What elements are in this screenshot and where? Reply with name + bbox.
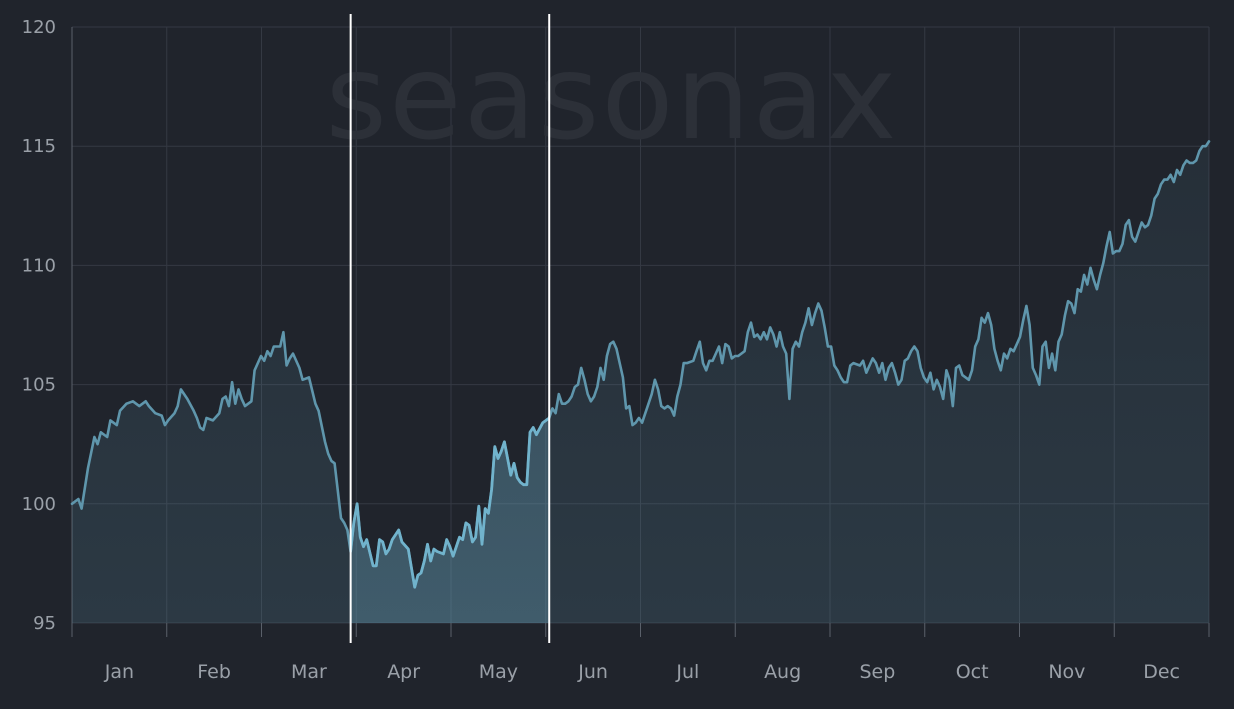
y-tick-label: 105	[22, 375, 56, 396]
x-tick-label-jun: Jun	[577, 661, 608, 683]
x-tick-label-apr: Apr	[387, 661, 420, 683]
y-tick-label: 95	[33, 613, 56, 634]
x-tick-label-feb: Feb	[197, 661, 231, 683]
line-layer	[70, 140, 1211, 589]
x-tick-label-sep: Sep	[859, 661, 895, 683]
y-tick-label: 100	[22, 494, 56, 515]
x-tick-label-nov: Nov	[1048, 661, 1085, 683]
x-tick-label-dec: Dec	[1143, 661, 1180, 683]
x-tick-label-jul: Jul	[675, 661, 699, 683]
series-area-highlight	[350, 417, 550, 623]
y-axis: 95 100 105 110 115 120	[22, 17, 56, 634]
marker-layer	[349, 14, 551, 643]
x-tick-label-mar: Mar	[291, 661, 327, 683]
watermark-logo: seasonax	[326, 28, 899, 166]
x-tick-label-may: May	[479, 661, 518, 683]
series-line	[70, 140, 1211, 589]
y-tick-label: 110	[22, 255, 56, 276]
x-axis: Jan Feb Mar Apr May Jun Jul Aug Sep Oct Nov Dec	[104, 661, 1180, 683]
series-area	[72, 141, 1209, 623]
area-layer	[72, 141, 1209, 623]
x-tick-label-jan: Jan	[104, 661, 134, 683]
y-tick-label: 115	[22, 136, 56, 157]
x-tick-label-aug: Aug	[764, 661, 801, 683]
x-tick-label-oct: Oct	[956, 661, 989, 683]
y-tick-label: 120	[22, 17, 56, 38]
